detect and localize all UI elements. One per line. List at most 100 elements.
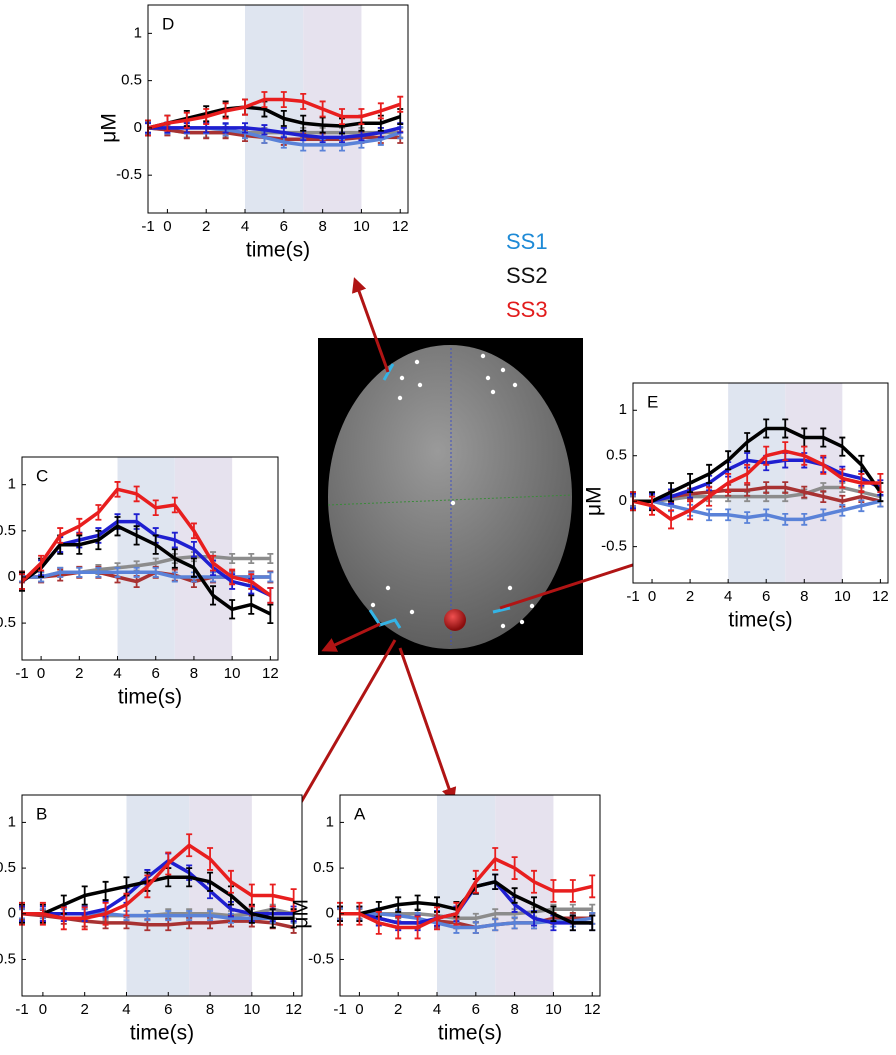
error-bar-path xyxy=(229,568,236,586)
error-bar xyxy=(152,534,159,555)
y-tick-label: 0.5 xyxy=(606,447,627,464)
axes-frame xyxy=(147,4,409,214)
error-bar-path xyxy=(763,508,770,522)
error-bar-path xyxy=(589,914,596,932)
axes-frame xyxy=(632,382,889,584)
error-bar-path xyxy=(165,910,172,922)
error-bar-path xyxy=(261,91,268,109)
error-bar-path xyxy=(95,566,102,578)
error-bar-path xyxy=(60,906,67,931)
x-tick-label: 10 xyxy=(353,218,370,235)
error-bar xyxy=(39,901,46,926)
x-axis-label: time(s) xyxy=(118,686,182,709)
error-bar xyxy=(267,571,274,583)
error-bar-path xyxy=(668,509,675,530)
error-bar xyxy=(744,511,751,524)
series-line xyxy=(22,570,271,579)
shaded-region xyxy=(728,383,786,583)
error-bar xyxy=(531,869,538,894)
x-tick-label: -1 xyxy=(15,1001,28,1018)
error-bar-path xyxy=(395,896,402,913)
error-bar xyxy=(801,485,808,499)
y-tick-label: -0.5 xyxy=(116,166,142,183)
error-bar xyxy=(165,910,172,922)
panel-label: A xyxy=(354,804,366,823)
error-bar-path xyxy=(203,108,210,126)
error-bar xyxy=(492,847,499,871)
error-bar xyxy=(242,122,249,134)
error-bar xyxy=(782,418,789,439)
error-bar xyxy=(589,914,596,932)
x-axis-label: time(s) xyxy=(130,1022,194,1045)
error-bar-path xyxy=(267,552,274,565)
series-line xyxy=(147,97,401,130)
error-bar xyxy=(81,906,88,931)
panel-label: C xyxy=(36,466,48,485)
error-bar xyxy=(171,571,178,583)
error-bar-path xyxy=(133,566,140,578)
error-bar-path xyxy=(190,522,197,540)
error-bar xyxy=(877,473,884,493)
y-tick-label: 0 xyxy=(134,119,142,136)
y-tick-label: 0 xyxy=(8,905,16,922)
x-axis-label: time(s) xyxy=(438,1022,502,1045)
error-bar xyxy=(210,585,217,606)
error-bar xyxy=(242,98,249,116)
error-bar-path xyxy=(511,856,518,880)
error-bar-path xyxy=(858,473,865,493)
error-bar xyxy=(300,92,307,110)
error-bar-path xyxy=(165,851,172,876)
error-bar xyxy=(744,432,751,453)
error-bar-path xyxy=(144,874,151,899)
error-bar xyxy=(492,918,499,932)
error-bar-path xyxy=(589,874,596,899)
error-bar-path xyxy=(190,540,197,558)
axes-frame xyxy=(339,794,601,997)
x-tick-label: -1 xyxy=(333,1001,346,1018)
error-bar xyxy=(207,871,214,892)
error-bar xyxy=(152,499,159,517)
error-bar xyxy=(300,114,307,132)
error-bar xyxy=(763,508,770,522)
x-tick-label: 0 xyxy=(355,1001,363,1018)
error-bar-path xyxy=(267,603,274,624)
x-tick-label: 12 xyxy=(584,1001,601,1018)
error-bar xyxy=(589,874,596,899)
error-bar-path xyxy=(453,901,460,926)
error-bar xyxy=(492,873,499,891)
x-tick-label: 4 xyxy=(241,218,249,235)
error-bar xyxy=(229,568,236,586)
error-bar-path xyxy=(102,880,109,901)
legend-label: SS3 xyxy=(506,297,548,322)
error-bar-path xyxy=(801,445,808,466)
error-bar xyxy=(152,566,159,578)
error-bar-path xyxy=(267,571,274,583)
error-bar xyxy=(472,921,479,934)
error-bar xyxy=(744,483,751,497)
x-tick-label: 10 xyxy=(545,1001,562,1018)
error-bar-path xyxy=(261,124,268,136)
error-bar xyxy=(395,915,402,940)
error-bar xyxy=(190,522,197,540)
y-tick-label: 1 xyxy=(8,476,16,493)
error-bar xyxy=(248,552,255,565)
x-tick-label: 6 xyxy=(152,665,160,682)
error-bar xyxy=(229,552,236,565)
error-bar-path xyxy=(114,566,121,578)
error-bar-path xyxy=(763,481,770,494)
series-line xyxy=(20,524,272,616)
error-bar xyxy=(453,901,460,926)
error-bar-path xyxy=(687,473,694,493)
x-tick-label: 12 xyxy=(285,1001,302,1018)
error-bar xyxy=(706,508,713,522)
error-bar xyxy=(839,503,846,517)
error-bar xyxy=(267,552,274,565)
error-bar-path xyxy=(248,883,255,908)
x-tick-label: 4 xyxy=(113,665,121,682)
error-bar xyxy=(171,531,178,549)
error-bar xyxy=(668,482,675,503)
error-bar xyxy=(397,95,404,113)
error-bar xyxy=(164,114,171,132)
error-bar xyxy=(95,529,102,551)
